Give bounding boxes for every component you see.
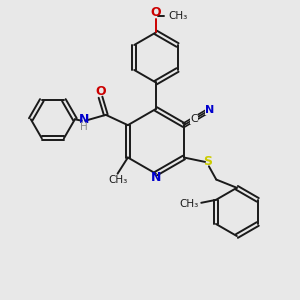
Text: CH₃: CH₃ xyxy=(108,175,127,184)
Text: C: C xyxy=(190,114,198,124)
Text: N: N xyxy=(205,105,214,116)
Text: N: N xyxy=(79,113,89,126)
Text: S: S xyxy=(203,155,212,168)
Text: H: H xyxy=(80,122,88,132)
Text: O: O xyxy=(95,85,106,98)
Text: O: O xyxy=(150,6,160,19)
Text: CH₃: CH₃ xyxy=(168,11,188,21)
Text: N: N xyxy=(151,171,161,184)
Text: CH₃: CH₃ xyxy=(180,199,199,209)
